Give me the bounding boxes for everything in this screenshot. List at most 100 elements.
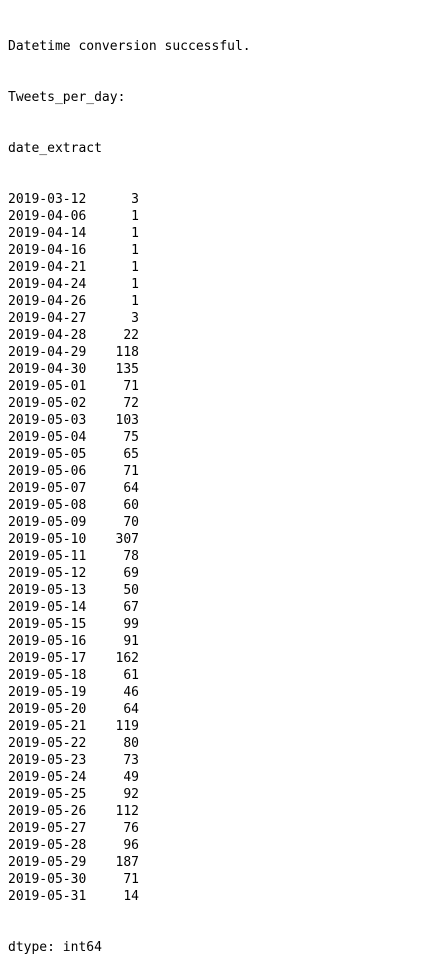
row-date: 2019-04-27 — [8, 311, 87, 326]
row-count: 187 — [115, 855, 139, 870]
index-name: date_extract — [8, 141, 102, 156]
row-date: 2019-05-19 — [8, 685, 87, 700]
row-date: 2019-05-20 — [8, 702, 87, 717]
row-date: 2019-04-28 — [8, 328, 87, 343]
row-count: 60 — [123, 498, 139, 513]
row-date: 2019-05-10 — [8, 532, 87, 547]
row-count: 80 — [123, 736, 139, 751]
series-row: 2019-05-20 64 — [8, 701, 251, 718]
row-date: 2019-04-16 — [8, 243, 87, 258]
row-count: 71 — [123, 872, 139, 887]
row-date: 2019-05-31 — [8, 889, 87, 904]
series-row: 2019-05-03 103 — [8, 412, 251, 429]
row-date: 2019-04-21 — [8, 260, 87, 275]
row-count: 75 — [123, 430, 139, 445]
row-count: 70 — [123, 515, 139, 530]
series-row: 2019-05-23 73 — [8, 752, 251, 769]
row-date: 2019-05-18 — [8, 668, 87, 683]
series-row: 2019-05-26 112 — [8, 803, 251, 820]
row-count: 3 — [131, 192, 139, 207]
row-date: 2019-04-14 — [8, 226, 87, 241]
series-row: 2019-05-04 75 — [8, 429, 251, 446]
row-count: 3 — [131, 311, 139, 326]
row-date: 2019-05-02 — [8, 396, 87, 411]
row-count: 69 — [123, 566, 139, 581]
row-count: 96 — [123, 838, 139, 853]
row-date: 2019-05-21 — [8, 719, 87, 734]
row-date: 2019-05-06 — [8, 464, 87, 479]
series-row: 2019-04-24 1 — [8, 276, 251, 293]
row-date: 2019-05-03 — [8, 413, 87, 428]
series-row: 2019-05-19 46 — [8, 684, 251, 701]
row-count: 118 — [115, 345, 139, 360]
series-row: 2019-05-14 67 — [8, 599, 251, 616]
row-date: 2019-04-24 — [8, 277, 87, 292]
row-count: 64 — [123, 702, 139, 717]
row-count: 162 — [115, 651, 139, 666]
row-count: 78 — [123, 549, 139, 564]
row-date: 2019-05-28 — [8, 838, 87, 853]
series-row: 2019-03-12 3 — [8, 191, 251, 208]
row-count: 67 — [123, 600, 139, 615]
series-row: 2019-05-16 91 — [8, 633, 251, 650]
row-count: 65 — [123, 447, 139, 462]
series-row: 2019-05-31 14 — [8, 888, 251, 905]
row-date: 2019-05-22 — [8, 736, 87, 751]
row-count: 49 — [123, 770, 139, 785]
row-count: 307 — [115, 532, 139, 547]
series-row: 2019-05-18 61 — [8, 667, 251, 684]
series-row: 2019-05-30 71 — [8, 871, 251, 888]
row-count: 1 — [131, 277, 139, 292]
row-date: 2019-05-05 — [8, 447, 87, 462]
series-row: 2019-05-08 60 — [8, 497, 251, 514]
row-date: 2019-04-30 — [8, 362, 87, 377]
series-row: 2019-05-13 50 — [8, 582, 251, 599]
row-count: 112 — [115, 804, 139, 819]
series-row: 2019-05-27 76 — [8, 820, 251, 837]
row-count: 73 — [123, 753, 139, 768]
series-row: 2019-05-15 99 — [8, 616, 251, 633]
row-date: 2019-05-30 — [8, 872, 87, 887]
row-count: 1 — [131, 226, 139, 241]
row-date: 2019-05-07 — [8, 481, 87, 496]
row-date: 2019-05-29 — [8, 855, 87, 870]
row-count: 91 — [123, 634, 139, 649]
row-date: 2019-05-01 — [8, 379, 87, 394]
row-date: 2019-05-17 — [8, 651, 87, 666]
row-date: 2019-04-06 — [8, 209, 87, 224]
series-row: 2019-04-14 1 — [8, 225, 251, 242]
series-row: 2019-05-29 187 — [8, 854, 251, 871]
row-date: 2019-05-23 — [8, 753, 87, 768]
series-row: 2019-05-12 69 — [8, 565, 251, 582]
row-date: 2019-05-24 — [8, 770, 87, 785]
row-count: 1 — [131, 209, 139, 224]
row-count: 119 — [115, 719, 139, 734]
row-count: 72 — [123, 396, 139, 411]
status-line: Datetime conversion successful. — [8, 39, 251, 54]
row-count: 14 — [123, 889, 139, 904]
series-row: 2019-04-21 1 — [8, 259, 251, 276]
series-row: 2019-05-10 307 — [8, 531, 251, 548]
row-date: 2019-03-12 — [8, 192, 87, 207]
row-count: 76 — [123, 821, 139, 836]
row-count: 1 — [131, 243, 139, 258]
row-date: 2019-05-16 — [8, 634, 87, 649]
series-row: 2019-04-29 118 — [8, 344, 251, 361]
series-row: 2019-05-28 96 — [8, 837, 251, 854]
row-count: 61 — [123, 668, 139, 683]
row-count: 22 — [123, 328, 139, 343]
series-row: 2019-05-07 64 — [8, 480, 251, 497]
series-row: 2019-05-11 78 — [8, 548, 251, 565]
row-date: 2019-05-08 — [8, 498, 87, 513]
row-date: 2019-05-27 — [8, 821, 87, 836]
row-count: 99 — [123, 617, 139, 632]
row-count: 46 — [123, 685, 139, 700]
dtype-line: dtype: int64 — [8, 940, 102, 955]
series-rows: 2019-03-12 3 2019-04-06 1 2019-04-14 1 2019-04… — [8, 191, 251, 905]
row-date: 2019-05-15 — [8, 617, 87, 632]
row-date: 2019-05-11 — [8, 549, 87, 564]
row-date: 2019-04-29 — [8, 345, 87, 360]
series-row: 2019-05-01 71 — [8, 378, 251, 395]
row-count: 64 — [123, 481, 139, 496]
row-count: 50 — [123, 583, 139, 598]
